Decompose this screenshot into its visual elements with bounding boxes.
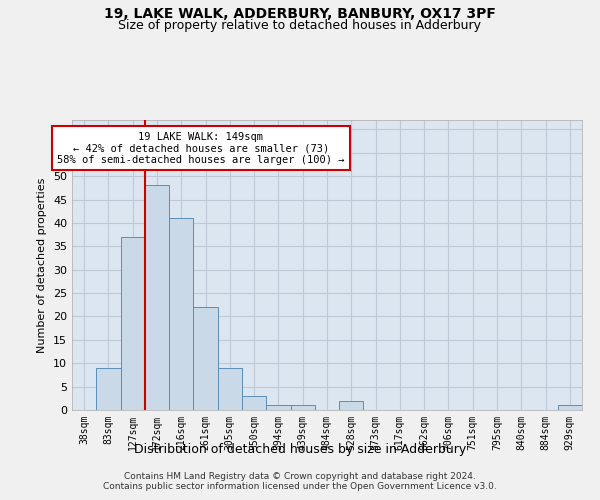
Text: Contains public sector information licensed under the Open Government Licence v3: Contains public sector information licen… [103,482,497,491]
Bar [266,406,290,410]
Text: 19 LAKE WALK: 149sqm
← 42% of detached houses are smaller (73)
58% of semi-detac: 19 LAKE WALK: 149sqm ← 42% of detached h… [57,132,344,165]
Bar [121,237,145,410]
Bar [558,406,582,410]
Bar [242,396,266,410]
Bar [193,307,218,410]
Bar [218,368,242,410]
Y-axis label: Number of detached properties: Number of detached properties [37,178,47,352]
Text: Distribution of detached houses by size in Adderbury: Distribution of detached houses by size … [134,442,466,456]
Bar [290,406,315,410]
Bar [339,400,364,410]
Bar [169,218,193,410]
Text: Size of property relative to detached houses in Adderbury: Size of property relative to detached ho… [119,19,482,32]
Text: Contains HM Land Registry data © Crown copyright and database right 2024.: Contains HM Land Registry data © Crown c… [124,472,476,481]
Bar [96,368,121,410]
Text: 19, LAKE WALK, ADDERBURY, BANBURY, OX17 3PF: 19, LAKE WALK, ADDERBURY, BANBURY, OX17 … [104,8,496,22]
Bar [145,186,169,410]
